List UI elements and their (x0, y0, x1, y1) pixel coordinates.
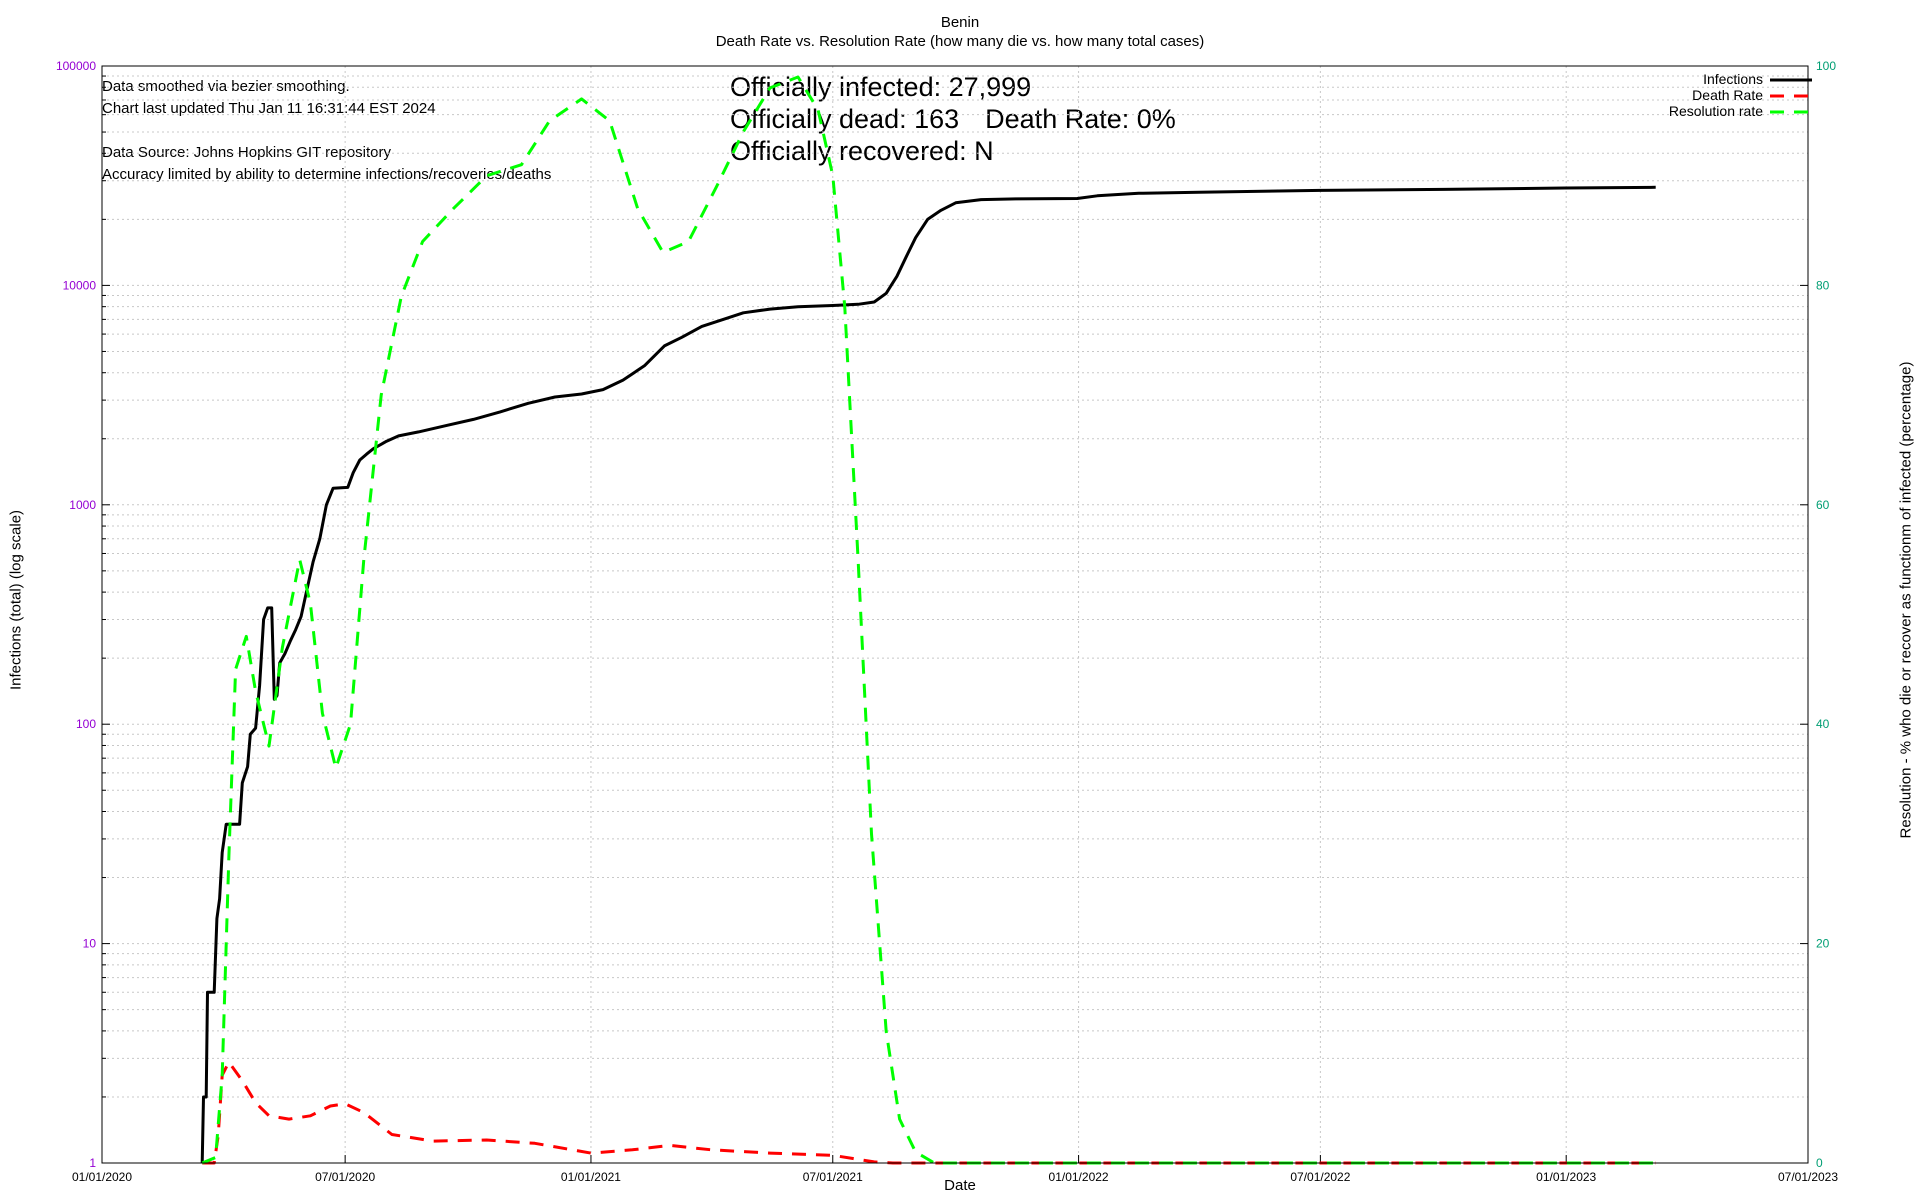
legend-label: Resolution rate (1669, 103, 1763, 119)
note-updated: Chart last updated Thu Jan 11 16:31:44 E… (102, 100, 436, 117)
y2-tick-label: 80 (1816, 278, 1830, 292)
y-tick-label: 1000 (69, 498, 96, 512)
y-tick-label: 10000 (63, 278, 97, 292)
legend-label: Infections (1703, 71, 1763, 87)
series-line-resolution-rate (201, 75, 1656, 1165)
x-tick-label: 01/01/2021 (561, 1170, 621, 1184)
note-source: Data Source: Johns Hopkins GIT repositor… (102, 144, 392, 161)
x-tick-label: 01/01/2023 (1536, 1170, 1596, 1184)
stat-death-rate: Death Rate: 0% (985, 104, 1176, 134)
series-line-death-rate (202, 1060, 1656, 1165)
x-tick-label: 07/01/2021 (803, 1170, 863, 1184)
x-axis-label: Date (944, 1177, 976, 1194)
series-line-infections (200, 185, 1656, 1164)
stat-dead: Officially dead: 163 (730, 104, 960, 134)
y2-tick-label: 100 (1816, 59, 1836, 73)
y2-tick-label: 60 (1816, 498, 1830, 512)
x-tick-label: 01/01/2022 (1049, 1170, 1109, 1184)
y-tick-label: 10 (83, 937, 97, 951)
grid-lines (101, 66, 1809, 1163)
y2-tick-label: 0 (1816, 1156, 1823, 1170)
x-tick-label: 01/01/2020 (72, 1170, 132, 1184)
x-tick-label: 07/01/2020 (315, 1170, 375, 1184)
y-tick-label: 100000 (56, 59, 96, 73)
x-tick-label: 07/01/2023 (1778, 1170, 1838, 1184)
legend-label: Death Rate (1692, 87, 1763, 103)
plot-frame (101, 65, 1809, 1164)
axis-ticks: 01/01/2020 07/01/2020 01/01/2021 07/01/2021… (56, 59, 1838, 1184)
y2-tick-label: 20 (1816, 937, 1830, 951)
series-lines (200, 75, 1656, 1165)
x-tick-label: 07/01/2022 (1290, 1170, 1350, 1184)
note-accuracy: Accuracy limited by ability to determine… (102, 166, 552, 183)
y2-tick-label: 40 (1816, 717, 1830, 731)
stat-dead-row: Officially dead: 163 Death Rate: 0% (730, 104, 1202, 135)
chart-subtitle: Death Rate vs. Resolution Rate (how many… (715, 33, 1205, 50)
y-tick-label: 1 (89, 1156, 96, 1170)
note-smoothing: Data smoothed via bezier smoothing. (102, 78, 350, 95)
stat-recovered: Officially recovered: N (730, 136, 994, 166)
stat-infected: Officially infected: 27,999 (730, 72, 1032, 102)
chart-title: Benin (940, 14, 980, 31)
y-tick-label: 100 (76, 717, 96, 731)
